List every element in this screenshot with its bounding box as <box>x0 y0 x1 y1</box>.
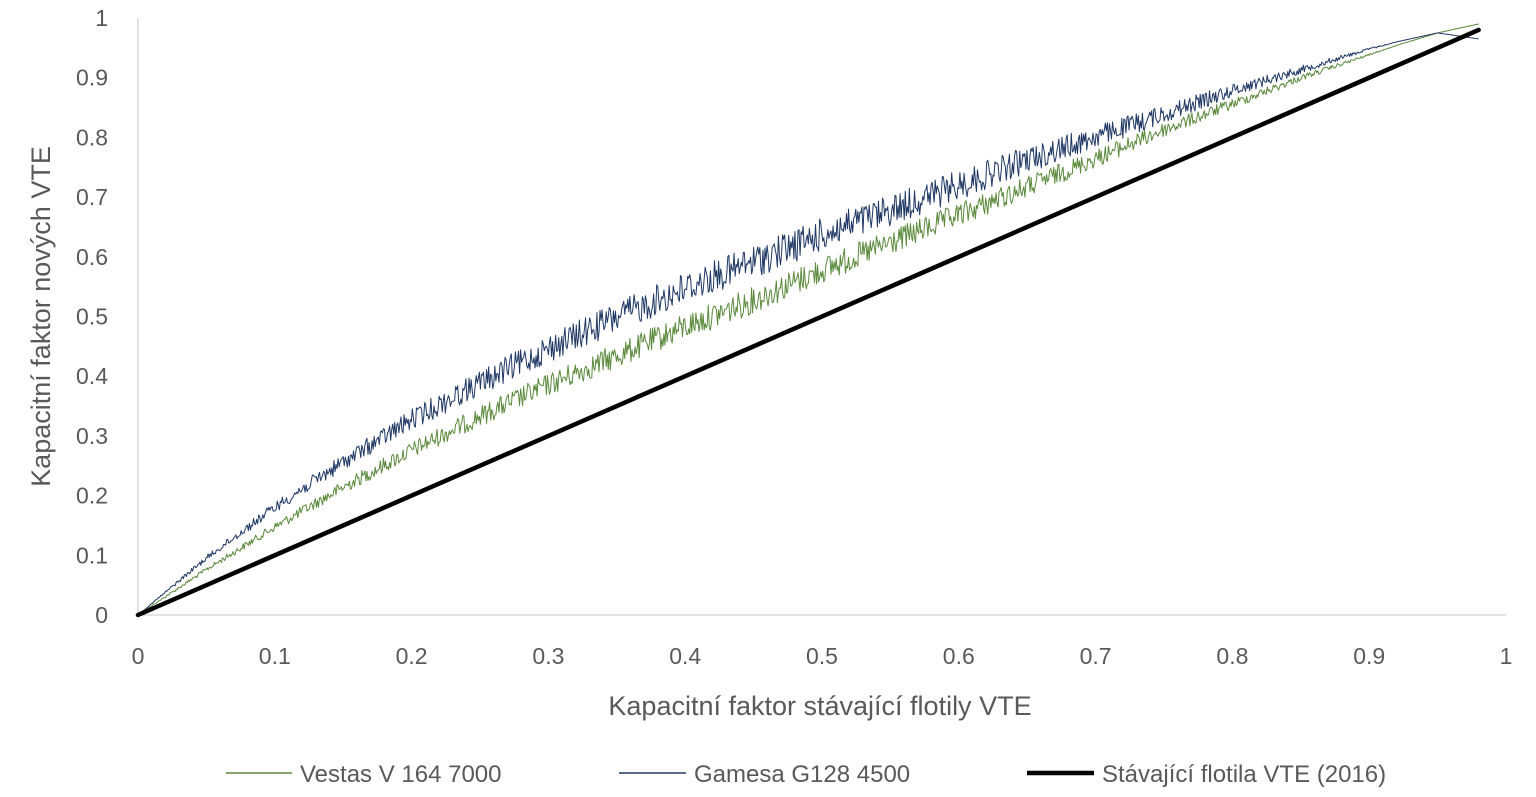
y-tick-label: 1 <box>95 5 108 31</box>
x-tick-label: 1 <box>1500 643 1513 669</box>
axes: 0 0.1 0.2 0.3 0.4 0.5 0.6 0.7 0.8 0.9 1 0 0.1 0.2 0.3 0… <box>26 5 1512 721</box>
y-tick-label: 0.2 <box>76 483 108 509</box>
x-tick-label: 0.3 <box>532 643 564 669</box>
y-tick-label: 0.3 <box>76 423 108 449</box>
legend: Vestas V 164 7000 Gamesa G128 4500 Stávají… <box>226 761 1386 788</box>
legend-label: Vestas V 164 7000 <box>300 761 502 788</box>
series-line <box>135 27 1481 618</box>
y-tick-label: 0.4 <box>76 363 108 389</box>
series-line <box>137 32 1479 616</box>
x-tick-label: 0 <box>132 643 145 669</box>
x-tick-label: 0.7 <box>1080 643 1112 669</box>
y-tick-label: 0.6 <box>76 244 108 270</box>
y-tick-label: 0 <box>95 602 108 628</box>
y-axis-title: Kapacitní faktor nových VTE <box>26 146 56 487</box>
x-tick-label: 0.2 <box>396 643 428 669</box>
x-axis-title: Kapacitní faktor stávající flotily VTE <box>608 691 1031 721</box>
y-tick-label: 0.7 <box>76 184 108 210</box>
y-tick-label: 0.9 <box>76 65 108 91</box>
x-tick-label: 0.5 <box>806 643 838 669</box>
y-tick-label: 0.5 <box>76 304 108 330</box>
y-tick-label: 0.8 <box>76 124 108 150</box>
legend-label: Gamesa G128 4500 <box>694 761 910 788</box>
x-tick-label: 0.1 <box>259 643 291 669</box>
x-tick-label: 0.9 <box>1353 643 1385 669</box>
x-tick-label: 0.4 <box>669 643 701 669</box>
x-tick-label: 0.8 <box>1216 643 1248 669</box>
y-tick-label: 0.1 <box>76 542 108 568</box>
series-line <box>137 23 1479 616</box>
legend-label: Stávající flotila VTE (2016) <box>1102 761 1386 788</box>
x-tick-label: 0.6 <box>943 643 975 669</box>
series-layer <box>135 23 1481 618</box>
